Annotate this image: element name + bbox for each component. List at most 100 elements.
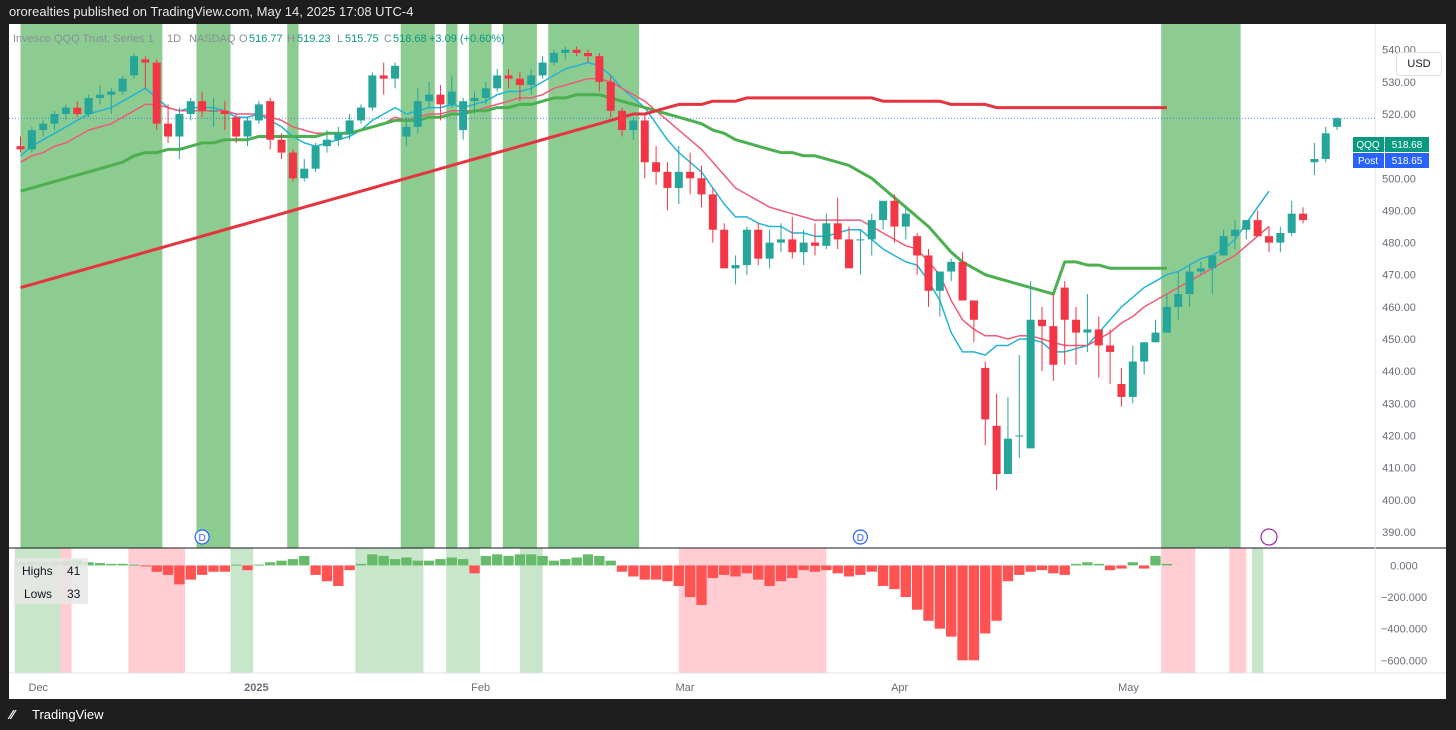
candle-body <box>538 62 547 76</box>
candle-body <box>935 271 944 291</box>
breadth-bar <box>423 560 435 566</box>
candle-body <box>243 120 252 137</box>
breadth-bar <box>1014 565 1025 575</box>
candle-body <box>357 107 365 121</box>
breadth-bar <box>560 559 571 566</box>
breadth-bar <box>923 565 934 621</box>
candle-body <box>311 146 320 169</box>
chart-frame[interactable]: D D 390.00 400.00 410.00 420.00 430.00 440.00 45… <box>9 24 1446 699</box>
breadth-bar <box>196 565 208 575</box>
candle-body <box>742 229 751 266</box>
breadth-bar <box>1116 565 1127 569</box>
legend-l-label: L <box>337 33 343 45</box>
breadth-bar <box>582 554 594 566</box>
breadth-bar <box>333 565 344 586</box>
breadth-bar <box>957 565 968 661</box>
candle-body <box>833 223 842 240</box>
currency-button[interactable]: USD <box>1396 52 1442 76</box>
breadth-bar <box>1093 563 1104 566</box>
dividend-marker-label: D <box>198 533 205 544</box>
breadth-bar <box>548 560 560 566</box>
candle-body <box>595 56 604 82</box>
price-axis-tick: 460.00 <box>1382 302 1416 314</box>
candle-body <box>84 97 93 115</box>
breadth-bar <box>946 565 957 637</box>
candle-body <box>436 94 445 105</box>
candle-body <box>1299 213 1308 221</box>
price-axis-tick: 430.00 <box>1382 398 1416 410</box>
candle-body <box>527 75 536 86</box>
breadth-bar <box>492 554 503 566</box>
candle-body <box>481 88 490 98</box>
breadth-bar <box>321 565 333 582</box>
breadth-bar <box>389 559 401 566</box>
time-axis-tick: Dec <box>29 682 49 694</box>
candle-body <box>1174 294 1183 307</box>
candle-body <box>811 242 819 246</box>
time-axis-tick: Mar <box>675 682 694 694</box>
breadth-bar <box>798 565 809 571</box>
candle-body <box>1185 271 1194 295</box>
breadth-bar <box>355 563 367 566</box>
candle-body <box>220 110 229 115</box>
candle-body <box>1128 361 1137 397</box>
candle-body <box>549 52 558 63</box>
legend-change: +3.09 (+0.60%) <box>429 33 505 45</box>
candle-body <box>413 101 422 127</box>
price-axis-tick: 450.00 <box>1382 334 1416 346</box>
breadth-bar <box>367 554 378 566</box>
highlight-band <box>287 24 299 548</box>
candle-body <box>1003 438 1012 475</box>
breadth-bar <box>128 564 140 566</box>
sma-line <box>20 93 1167 296</box>
breadth-legend-box <box>14 558 88 604</box>
candle-body <box>175 114 184 137</box>
post-price-tag <box>1385 153 1429 168</box>
candle-body <box>1219 236 1228 256</box>
breadth-bar <box>764 565 775 586</box>
candle-body <box>1253 220 1262 237</box>
price-axis-tick: 490.00 <box>1382 205 1416 217</box>
breadth-bar <box>1082 562 1093 566</box>
candle-body <box>958 261 967 301</box>
price-chart[interactable]: D D 390.00 400.00 410.00 420.00 430.00 440.00 45… <box>9 24 1446 699</box>
candle-body <box>663 171 672 188</box>
breadth-bar <box>968 565 980 661</box>
candle-body <box>652 162 661 172</box>
breadth-bar <box>911 565 923 610</box>
candle-body <box>901 213 910 227</box>
breadth-bar <box>219 565 230 572</box>
breadth-red-band <box>1161 548 1196 673</box>
highlight-band <box>502 24 537 548</box>
candle-body <box>686 171 695 179</box>
price-axis-tick: 500.00 <box>1382 173 1416 185</box>
breadth-bar <box>310 565 321 575</box>
breadth-bar <box>1150 555 1161 566</box>
candle-body <box>1140 342 1149 362</box>
price-axis-tick: 410.00 <box>1382 463 1416 475</box>
breadth-green-band <box>519 548 543 673</box>
candle-body <box>618 110 627 131</box>
candle-body <box>164 123 173 137</box>
breadth-green-band <box>1251 548 1264 673</box>
lows-value: 33 <box>67 587 81 601</box>
legend-o-value: 516.77 <box>249 33 283 45</box>
candle-body <box>368 75 377 108</box>
candle-body <box>822 223 831 246</box>
candle-body <box>39 123 48 131</box>
earnings-event-icon <box>1260 528 1278 546</box>
dividend-marker-circle <box>852 529 869 545</box>
candle-body <box>731 265 740 269</box>
candle-body <box>856 239 865 241</box>
breadth-bar <box>287 559 299 566</box>
price-axis-tick: 400.00 <box>1382 495 1416 507</box>
candle-body <box>947 261 956 272</box>
price-axis-tick: 520.00 <box>1382 109 1416 121</box>
candle-body <box>788 239 797 253</box>
candle-body <box>391 65 400 79</box>
candle-body <box>130 56 138 76</box>
breadth-bar <box>412 560 423 566</box>
candle-body <box>345 120 354 134</box>
breadth-bar <box>1002 565 1014 582</box>
candle-body <box>493 75 502 89</box>
